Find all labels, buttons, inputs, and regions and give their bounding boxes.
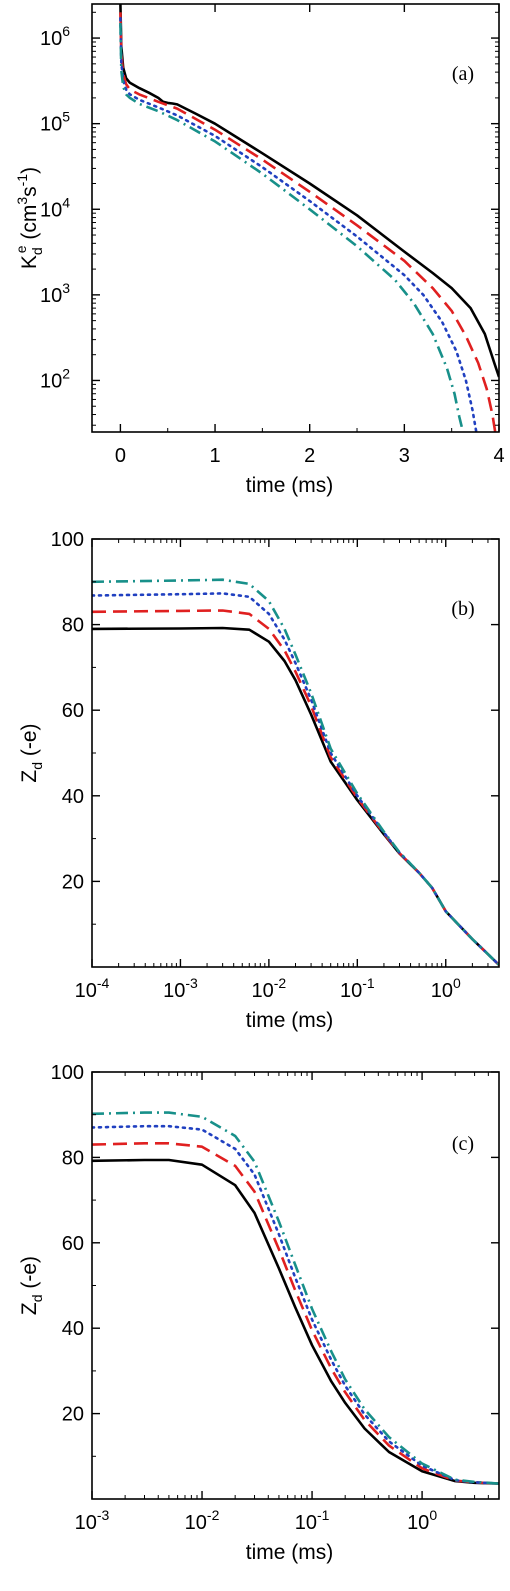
series-line-dotted	[92, 592, 499, 967]
x-tick-label: 10-1	[295, 1507, 330, 1534]
series-line-dashdot	[119, 22, 465, 432]
series-group	[119, 4, 499, 432]
y-tick-label: 100	[51, 1062, 84, 1084]
y-axis-title: Kde (cm3s-1)	[13, 167, 45, 269]
plot-frame	[91, 3, 500, 433]
plot-frame	[91, 538, 500, 968]
x-tick-label: 100	[431, 975, 461, 1002]
series-group	[92, 1111, 499, 1485]
x-tick-label: 3	[399, 445, 410, 467]
x-tick-label: 10-2	[252, 975, 287, 1002]
y-tick-label: 60	[62, 700, 84, 722]
series-group	[92, 578, 499, 967]
x-tick-label: 100	[407, 1507, 437, 1534]
y-tick-label: 102	[40, 365, 70, 392]
panel-a: 0 1 2 3 4 102 103 104 105 106 time (ms) Kde (cm3s-1…	[13, 3, 505, 497]
y-tick-label: 103	[40, 280, 70, 307]
series-line-dashdot	[92, 578, 499, 966]
y-tick-label: 105	[40, 109, 70, 136]
y-tick-label: 20	[62, 871, 84, 893]
y-tick-label: 104	[40, 194, 70, 221]
x-axis-title: time (ms)	[246, 474, 334, 497]
plot-frame	[91, 1071, 500, 1500]
x-tick-label: 10-3	[75, 1507, 110, 1534]
x-tick-label: 10-2	[185, 1507, 220, 1534]
series-line-dashdot	[92, 1111, 499, 1485]
x-tick-label: 0	[115, 445, 126, 467]
x-tick-label: 10-4	[75, 975, 110, 1002]
x-tick-label: 2	[304, 445, 315, 467]
series-line-solid	[119, 4, 499, 378]
series-line-dashed	[92, 609, 499, 966]
x-axis-title: time (ms)	[246, 1541, 334, 1564]
panel-label: (c)	[452, 1133, 474, 1155]
x-tick-label: 4	[493, 445, 504, 467]
panel-c: 10-3 10-2 10-1 100 20 40 60 80 100 time (ms) Zd (-…	[18, 1062, 500, 1564]
y-tick-label: 40	[62, 1318, 84, 1340]
series-line-dotted	[119, 16, 478, 432]
panel-label: (a)	[452, 63, 474, 85]
y-tick-label: 80	[62, 1147, 84, 1169]
x-tick-label: 10-3	[163, 975, 198, 1002]
y-tick-label: 60	[62, 1233, 84, 1255]
series-line-dashed	[119, 12, 497, 432]
x-tick-label: 10-1	[340, 975, 375, 1002]
panel-label: (b)	[451, 598, 474, 620]
series-line-solid	[92, 1158, 499, 1485]
x-axis-title: time (ms)	[246, 1009, 334, 1032]
y-tick-label: 40	[62, 786, 84, 808]
y-tick-label: 100	[51, 529, 84, 551]
series-line-dotted	[92, 1124, 499, 1485]
y-axis-title: Zd (-e)	[18, 1256, 45, 1315]
series-line-solid	[92, 626, 499, 966]
y-tick-label: 80	[62, 615, 84, 637]
y-axis-title: Zd (-e)	[18, 723, 45, 782]
y-tick-label: 20	[62, 1404, 84, 1426]
panel-b: 10-4 10-3 10-2 10-1 100 20 40 60 80 100 time (ms) Z…	[18, 529, 500, 1032]
series-line-dashed	[92, 1142, 499, 1485]
y-tick-label: 106	[40, 23, 70, 50]
x-tick-label: 1	[209, 445, 220, 467]
